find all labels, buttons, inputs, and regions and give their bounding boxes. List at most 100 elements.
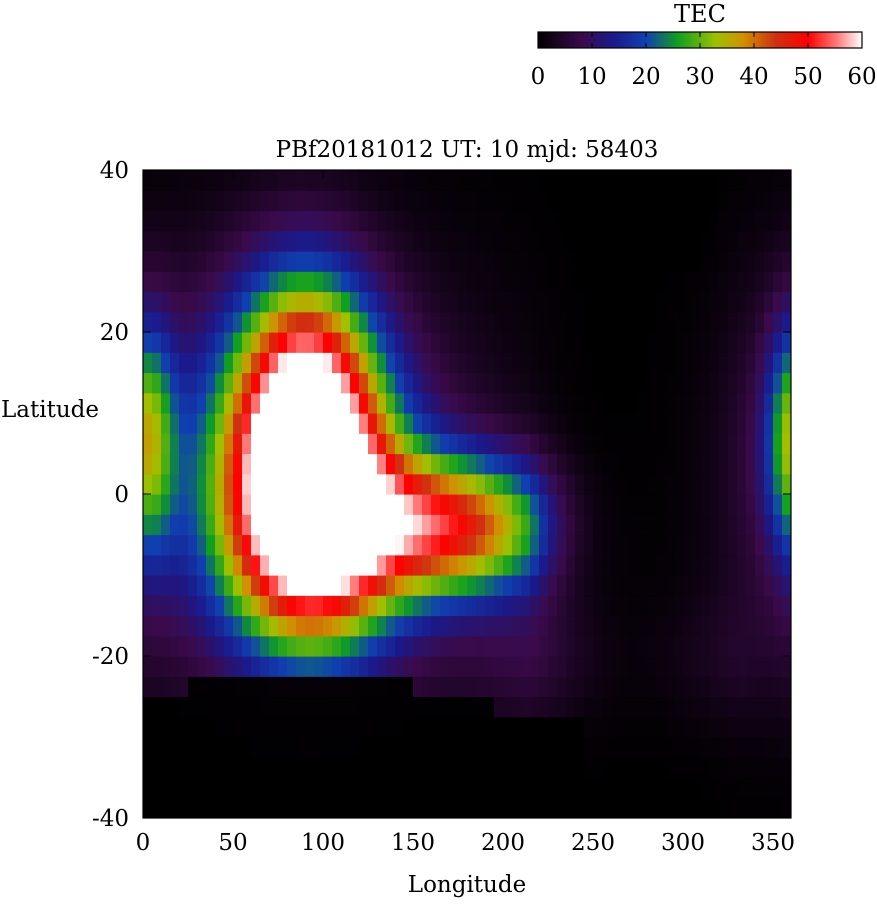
heatmap-cell [746, 473, 756, 495]
heatmap-cell [710, 696, 720, 718]
heatmap-cell [377, 716, 387, 738]
heatmap-cell [386, 656, 396, 677]
heatmap-cell [665, 352, 675, 374]
heatmap-cell [719, 311, 729, 333]
heatmap-cell [179, 575, 189, 596]
heatmap-cell [647, 372, 657, 394]
heatmap-cell [674, 575, 684, 596]
heatmap-cell [593, 554, 603, 576]
heatmap-cell [197, 716, 207, 738]
heatmap-cell [314, 271, 324, 293]
heatmap-cell [449, 433, 459, 455]
heatmap-cell [773, 210, 783, 232]
heatmap-cell [602, 716, 612, 738]
heatmap-cell [512, 635, 522, 657]
heatmap-cell [683, 332, 693, 353]
heatmap-cell [512, 595, 522, 617]
heatmap-cell [746, 656, 756, 677]
heatmap-cell [629, 311, 639, 333]
heatmap-cell [278, 372, 288, 394]
heatmap-cell [296, 575, 306, 596]
heatmap-cell [251, 757, 261, 779]
heatmap-cell [620, 757, 630, 779]
heatmap-cell [647, 230, 657, 252]
heatmap-cell [377, 797, 387, 818]
heatmap-cell [242, 575, 252, 596]
heatmap-cell [683, 635, 693, 657]
heatmap-cell [530, 494, 540, 515]
heatmap-cell [215, 332, 225, 353]
heatmap-cell [503, 514, 513, 536]
heatmap-cell [242, 251, 252, 272]
heatmap-cell [206, 433, 216, 455]
heatmap-cell [161, 514, 171, 536]
heatmap-cell [143, 514, 153, 536]
heatmap-cell [359, 453, 369, 475]
heatmap-cell [449, 514, 459, 536]
heatmap-cell [737, 392, 747, 414]
heatmap-cell [305, 635, 315, 657]
heatmap-cell [224, 575, 234, 596]
heatmap-cell [701, 595, 711, 617]
heatmap-cell [341, 332, 351, 353]
heatmap-cell [359, 210, 369, 232]
heatmap-cell [557, 251, 567, 272]
heatmap-cell [665, 514, 675, 536]
heatmap-cell [755, 737, 765, 758]
heatmap-cell [287, 170, 297, 191]
heatmap-cell [251, 271, 261, 293]
heatmap-cell [386, 514, 396, 536]
heatmap-cell [251, 514, 261, 536]
heatmap-cell [161, 473, 171, 495]
heatmap-cell [737, 696, 747, 718]
heatmap-cell [224, 534, 234, 556]
heatmap-cell [665, 615, 675, 637]
heatmap-cell [575, 494, 585, 515]
heatmap-cell [404, 797, 414, 818]
heatmap-cell [422, 777, 432, 799]
heatmap-cell [179, 696, 189, 718]
heatmap-cell [323, 413, 333, 434]
heatmap-cell [431, 797, 441, 818]
heatmap-cell [413, 311, 423, 333]
heatmap-cell [449, 656, 459, 677]
heatmap-cell [647, 575, 657, 596]
heatmap-cell [305, 615, 315, 637]
heatmap-cell [782, 230, 791, 252]
heatmap-cell [287, 251, 297, 272]
heatmap-cell [674, 190, 684, 212]
heatmap-cell [431, 473, 441, 495]
heatmap-cell [620, 230, 630, 252]
heatmap-cell [332, 413, 342, 434]
heatmap-cell [161, 230, 171, 252]
heatmap-cell [449, 554, 459, 576]
x-tick-label: 50 [218, 830, 247, 856]
heatmap-cell [404, 392, 414, 414]
heatmap-cell [629, 170, 639, 191]
heatmap-cell [665, 575, 675, 596]
heatmap-cell [350, 392, 360, 414]
heatmap-cell [755, 392, 765, 414]
heatmap-cell [476, 595, 486, 617]
heatmap-cell [269, 291, 279, 313]
heatmap-cell [575, 595, 585, 617]
heatmap-cell [548, 210, 558, 232]
heatmap-cell [494, 676, 504, 698]
heatmap-cell [755, 656, 765, 677]
heatmap-cell [476, 554, 486, 576]
heatmap-cell [242, 433, 252, 455]
heatmap-cell [494, 352, 504, 374]
heatmap-cell [215, 251, 225, 272]
heatmap-cell [269, 797, 279, 818]
heatmap-cell [503, 554, 513, 576]
heatmap-cell [629, 737, 639, 758]
heatmap-cell [656, 777, 666, 799]
heatmap-cell [206, 230, 216, 252]
heatmap-cell [215, 372, 225, 394]
heatmap-cell [566, 473, 576, 495]
heatmap-cell [602, 534, 612, 556]
heatmap-cell [692, 271, 702, 293]
heatmap-cell [269, 170, 279, 191]
heatmap-cell [296, 656, 306, 677]
heatmap-cell [296, 190, 306, 212]
